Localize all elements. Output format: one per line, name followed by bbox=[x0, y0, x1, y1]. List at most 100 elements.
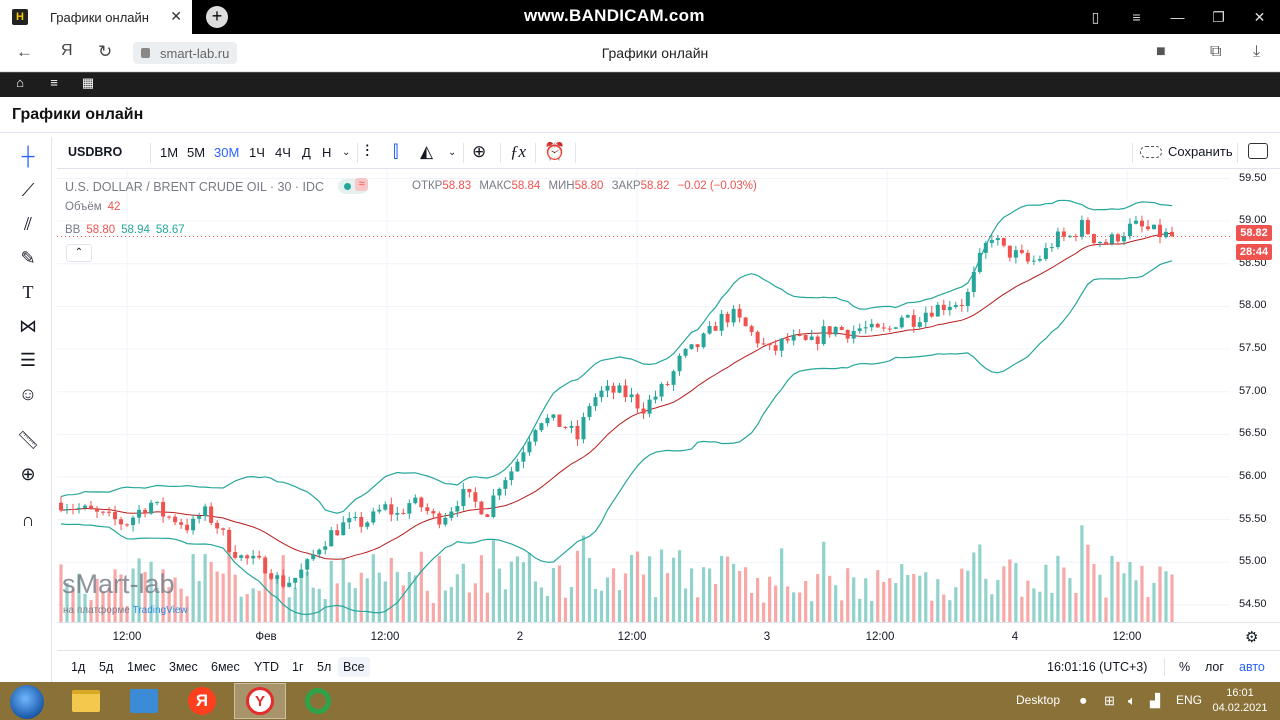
yandex-browser-app[interactable]: Y bbox=[234, 683, 286, 719]
home-icon[interactable]: ⌂ bbox=[16, 75, 24, 90]
volume-bar bbox=[918, 575, 922, 622]
language-indicator[interactable]: ENG bbox=[1176, 693, 1203, 707]
range-6m[interactable]: 6мес bbox=[211, 660, 240, 674]
system-clock[interactable]: 16:01 04.02.2021 bbox=[1210, 686, 1270, 716]
range-all[interactable]: Все bbox=[338, 657, 370, 677]
interval-1m[interactable]: 1М bbox=[160, 145, 179, 160]
zoom-in-icon[interactable]: ⊕ bbox=[20, 463, 36, 484]
interval-w[interactable]: Н bbox=[322, 145, 332, 160]
candle-body bbox=[1157, 224, 1162, 238]
menu-list-icon[interactable]: ≡ bbox=[50, 75, 58, 90]
volume-bar bbox=[545, 596, 550, 622]
range-5y[interactable]: 5л bbox=[317, 660, 332, 674]
price-chart[interactable] bbox=[57, 170, 1230, 622]
crosshair-icon[interactable]: ┼ bbox=[21, 145, 35, 166]
start-button[interactable] bbox=[10, 685, 44, 719]
brush-icon[interactable]: ✎ bbox=[20, 247, 36, 268]
fib-icon[interactable]: ⫽ bbox=[23, 213, 33, 234]
text-icon[interactable]: T bbox=[22, 281, 34, 302]
bb-label: BB bbox=[65, 224, 81, 236]
candle-body bbox=[953, 304, 958, 307]
bars-icon[interactable]: ⫶ bbox=[365, 142, 370, 161]
interval-30m[interactable]: 30М bbox=[214, 145, 240, 160]
candle-body bbox=[311, 554, 316, 560]
chevron-down-icon[interactable]: ⌄ bbox=[448, 147, 457, 158]
pattern-icon[interactable]: ⋈ bbox=[19, 315, 37, 336]
interval-d[interactable]: Д bbox=[302, 145, 311, 160]
new-tab-button[interactable]: + bbox=[206, 6, 228, 28]
bookmarks-icon[interactable]: ▯ bbox=[1091, 8, 1100, 25]
chevron-down-icon[interactable]: ⌄ bbox=[342, 147, 351, 158]
interval-5m[interactable]: 5М bbox=[187, 145, 206, 160]
range-5d[interactable]: 5д bbox=[99, 660, 114, 674]
quik-app[interactable] bbox=[292, 683, 344, 719]
candle-body bbox=[239, 555, 244, 558]
volume-icon[interactable]: 🔈︎ bbox=[1128, 693, 1136, 708]
record-icon[interactable]: ⏺ bbox=[1080, 693, 1087, 708]
extensions-icon[interactable]: ⧉ bbox=[1210, 43, 1222, 60]
candle-body bbox=[1013, 250, 1018, 258]
chart-clock[interactable]: 16:01:16 (UTC+3) bbox=[1047, 660, 1148, 674]
volume-bar bbox=[1164, 571, 1168, 622]
tradingview-link[interactable]: TradingView bbox=[132, 605, 188, 616]
range-3m[interactable]: 3мес bbox=[169, 660, 198, 674]
interval-4h[interactable]: 4Ч bbox=[275, 145, 291, 160]
bb-upper-value: 58.94 bbox=[121, 224, 150, 236]
desktop-toolbar[interactable]: Desktop bbox=[1016, 693, 1061, 707]
volume-bar bbox=[209, 562, 213, 622]
bookmark-icon[interactable]: ■ bbox=[1156, 43, 1166, 60]
volume-bar bbox=[623, 573, 628, 622]
browser-tab[interactable]: H Графики онлайн ✕ bbox=[0, 0, 192, 34]
log-toggle[interactable]: лог bbox=[1205, 660, 1224, 674]
indicators-icon[interactable]: ƒx bbox=[510, 142, 527, 161]
candles-icon[interactable]: ⫿ bbox=[393, 142, 399, 161]
range-1d[interactable]: 1д bbox=[71, 660, 86, 674]
legend-collapse-button[interactable]: ⌃ bbox=[66, 244, 92, 262]
trendline-icon[interactable]: ⟋ bbox=[21, 179, 35, 200]
candle-body bbox=[863, 327, 868, 329]
time-axis[interactable]: ⚙ 12:00 Фев 12:00 2 12:00 3 12:00 4 12:00 bbox=[57, 622, 1280, 649]
magnet-icon[interactable]: ∩ bbox=[21, 509, 35, 530]
range-ytd[interactable]: YTD bbox=[254, 660, 279, 674]
percent-toggle[interactable]: % bbox=[1179, 660, 1191, 674]
volume-bar bbox=[461, 563, 465, 622]
close-icon[interactable]: ✕ bbox=[1253, 8, 1266, 25]
alert-icon[interactable]: ⏰ bbox=[544, 142, 566, 161]
camera-icon[interactable] bbox=[1248, 143, 1268, 159]
candle-body bbox=[1025, 252, 1030, 262]
yandex-button[interactable]: Я bbox=[61, 42, 73, 59]
reload-icon[interactable]: ↻ bbox=[98, 42, 113, 61]
news-icon[interactable]: ▦ bbox=[81, 75, 95, 90]
menu-icon[interactable]: ≡ bbox=[1132, 9, 1141, 25]
volume-bar bbox=[1032, 588, 1036, 622]
price-tick-label: 59.50 bbox=[1239, 171, 1267, 184]
candle-body bbox=[1061, 231, 1066, 237]
settings-gear-icon[interactable]: ⚙ bbox=[1245, 629, 1259, 646]
ruler-icon[interactable]: 📏︎ bbox=[16, 429, 40, 450]
candle-body bbox=[695, 344, 700, 348]
compare-icon[interactable]: ⊕ bbox=[472, 142, 487, 161]
signal-icon[interactable]: ▟ bbox=[1150, 693, 1160, 708]
tab-close-icon[interactable]: ✕ bbox=[170, 8, 182, 24]
minimize-icon[interactable]: — bbox=[1170, 9, 1185, 25]
forecast-icon[interactable]: ☰ bbox=[19, 349, 37, 370]
save-button[interactable]: Сохранить bbox=[1140, 144, 1233, 159]
restore-icon[interactable]: ❐ bbox=[1212, 8, 1225, 25]
brand-watermark: sMart-lab bbox=[62, 569, 175, 599]
candle-body bbox=[977, 252, 982, 272]
network-icon[interactable]: ⊞ bbox=[1104, 693, 1115, 708]
control-panel-app[interactable] bbox=[118, 683, 170, 719]
auto-toggle[interactable]: авто bbox=[1239, 660, 1265, 674]
range-1y[interactable]: 1г bbox=[292, 660, 304, 674]
range-1m[interactable]: 1мес bbox=[127, 660, 156, 674]
symbol-search[interactable]: USDBRO bbox=[68, 145, 123, 159]
explorer-app[interactable] bbox=[60, 683, 112, 719]
download-icon[interactable]: ⤓ bbox=[1253, 43, 1261, 60]
back-icon[interactable]: ← bbox=[16, 42, 33, 61]
url-field[interactable]: smart-lab.ru bbox=[133, 42, 238, 64]
area-icon[interactable]: ◭ bbox=[420, 142, 434, 161]
interval-1h[interactable]: 1Ч bbox=[249, 145, 265, 160]
yandex-app[interactable]: Я bbox=[176, 683, 228, 719]
emoji-icon[interactable]: ☺ bbox=[18, 383, 38, 404]
candle-body bbox=[503, 480, 508, 489]
